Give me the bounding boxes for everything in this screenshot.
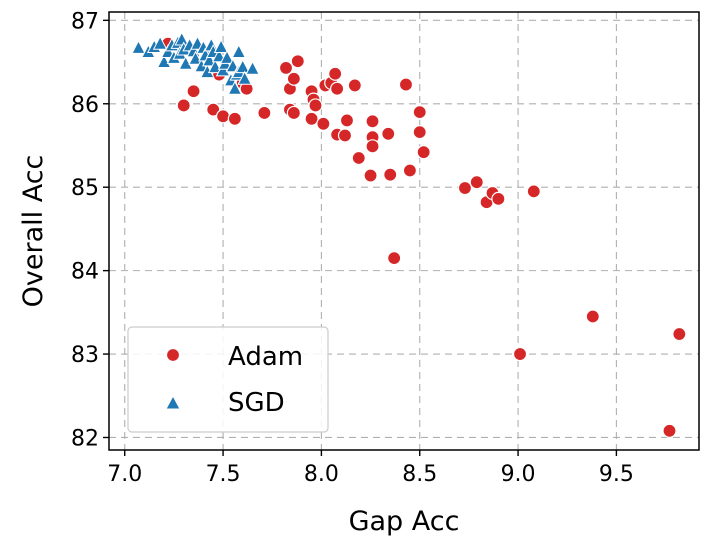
y-axis-label: Overall Acc [18, 155, 49, 308]
adam-point [383, 167, 398, 182]
adam-point [585, 309, 600, 324]
adam-point [416, 145, 431, 160]
adam-point [286, 105, 301, 121]
sgd-point [219, 49, 235, 64]
adam-point [457, 180, 473, 196]
adam-point [398, 77, 414, 92]
adam-point [278, 60, 294, 75]
sgd-point [174, 31, 190, 46]
x-tick-label: 8.5 [402, 462, 437, 487]
adam-point [330, 81, 345, 96]
adam-point [328, 66, 343, 81]
data-points [131, 31, 687, 438]
series-sgd [131, 31, 260, 95]
adam-point [363, 168, 378, 183]
y-tick-label: 86 [71, 93, 99, 118]
y-tick-label: 85 [71, 176, 99, 201]
sgd-point [237, 70, 253, 85]
adam-point [512, 346, 528, 362]
adam-point [381, 126, 396, 141]
adam-point [316, 116, 331, 131]
x-tick-label: 7.5 [206, 462, 241, 487]
sgd-point [201, 52, 217, 67]
x-tick-label: 9.0 [501, 462, 536, 487]
adam-point [227, 111, 242, 126]
plot-frame [108, 11, 700, 451]
y-tick-label: 82 [71, 426, 99, 451]
adam-point [176, 98, 191, 113]
x-tick-label: 7.0 [107, 462, 142, 487]
adam-point [351, 150, 366, 166]
adam-point [206, 102, 221, 117]
legend: Adam SGD [127, 326, 329, 433]
sgd-point [235, 58, 251, 74]
x-tick-label: 8.0 [304, 462, 339, 487]
legend-label-sgd: SGD [228, 388, 285, 418]
adam-point [215, 109, 231, 124]
y-axis-ticks: 82 83 84 85 86 87 [71, 9, 109, 451]
sgd-point [227, 80, 243, 95]
adam-point [412, 105, 427, 120]
sgd-point [156, 53, 172, 69]
adam-point [290, 54, 305, 69]
adam-point [672, 326, 687, 342]
y-tick-label: 84 [71, 260, 99, 285]
adam-point [491, 191, 506, 206]
legend-marker-adam [165, 347, 181, 363]
legend-label-adam: Adam [228, 342, 303, 372]
x-tick-label: 9.5 [599, 462, 634, 487]
adam-point [469, 175, 484, 190]
adam-point [662, 423, 677, 438]
sgd-point [245, 60, 260, 75]
adam-point [526, 184, 541, 199]
sgd-point [131, 39, 146, 54]
adam-point [257, 105, 272, 121]
adam-point [365, 114, 380, 129]
adam-point [337, 128, 353, 143]
adam-point [308, 98, 323, 113]
adam-point [387, 251, 402, 266]
sgd-point [211, 48, 227, 63]
adam-point [402, 163, 417, 178]
x-axis-ticks: 7.0 7.5 8.0 8.5 9.0 9.5 [107, 450, 634, 487]
adam-point [412, 125, 427, 140]
adam-point [304, 111, 319, 126]
legend-marker-sgd [165, 394, 181, 410]
series-adam [160, 36, 687, 438]
sgd-point [152, 35, 168, 50]
sgd-point [213, 38, 229, 54]
adam-point [347, 78, 362, 93]
adam-point [339, 113, 355, 128]
sgd-point [178, 55, 194, 70]
adam-point [365, 139, 380, 154]
y-tick-label: 83 [71, 343, 99, 368]
y-tick-label: 87 [71, 9, 99, 34]
adam-point [186, 84, 201, 99]
x-axis-label: Gap Acc [349, 506, 460, 537]
sgd-point [231, 43, 247, 59]
adam-point [286, 71, 301, 86]
